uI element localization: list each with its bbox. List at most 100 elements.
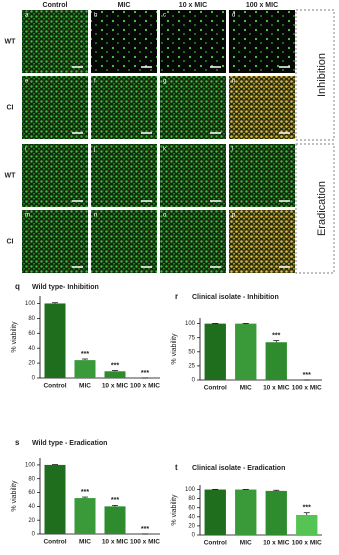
significance: *** [111, 362, 119, 369]
row-label: WT [5, 38, 17, 45]
y-tick-label: 80 [188, 496, 195, 502]
y-tick-label: 75 [188, 335, 195, 341]
y-axis-label: % viability [11, 321, 18, 353]
micrograph [229, 10, 295, 73]
bar [204, 323, 226, 380]
micrograph [229, 144, 295, 207]
x-tick-label: Control [43, 383, 66, 390]
micrograph [229, 76, 295, 139]
panel-letter: p [232, 213, 236, 219]
column-header: 100 x MIC [246, 2, 278, 9]
panel-letter: n [94, 213, 97, 219]
y-axis-label: % viability [171, 494, 178, 526]
y-tick-label: 20 [188, 523, 195, 529]
row-label: CI [7, 104, 14, 111]
y-tick-label: 0 [192, 533, 196, 539]
column-header: 10 x MIC [179, 2, 207, 9]
y-tick-label: 40 [28, 346, 35, 352]
chart-title: Clinical isolate - Inhibition [192, 294, 279, 301]
bar [44, 303, 66, 378]
x-tick-label: 10 x MIC [263, 385, 290, 392]
panel-letter: d [232, 13, 235, 19]
y-tick-label: 60 [28, 490, 35, 496]
y-tick-label: 25 [188, 363, 195, 369]
panel-letter: c [163, 13, 166, 19]
group-label: Eradication [316, 181, 328, 236]
panel-letter: g [163, 79, 166, 85]
micrograph [22, 210, 88, 273]
bar [265, 490, 287, 535]
chart-title: Clinical isolate - Eradication [192, 465, 285, 472]
bar [74, 498, 96, 534]
bar [104, 371, 126, 378]
y-tick-label: 0 [32, 532, 36, 538]
panel-letter: a [25, 13, 29, 19]
significance: *** [81, 489, 89, 496]
panel-letter: o [163, 213, 167, 219]
panel-letter: k [163, 147, 167, 153]
micrograph [22, 10, 88, 73]
x-tick-label: Control [204, 385, 227, 392]
panel-letter: f [94, 79, 96, 85]
significance: *** [303, 505, 311, 512]
row-label: WT [5, 172, 17, 179]
group-box [295, 143, 335, 274]
row-label: CI [7, 238, 14, 245]
micrograph [22, 144, 88, 207]
y-tick-label: 100 [25, 301, 36, 307]
column-header: Control [43, 2, 68, 9]
significance: *** [141, 526, 149, 533]
x-tick-label: 10 x MIC [102, 539, 129, 546]
x-tick-label: MIC [79, 539, 91, 546]
x-tick-label: 100 x MIC [130, 539, 160, 546]
y-tick-label: 60 [188, 505, 195, 511]
micrograph [160, 144, 226, 207]
y-tick-label: 100 [185, 487, 196, 493]
x-tick-label: 10 x MIC [102, 383, 129, 390]
y-tick-label: 20 [28, 518, 35, 524]
bar [265, 342, 287, 380]
bar [235, 323, 257, 380]
x-tick-label: MIC [240, 540, 252, 547]
y-tick-label: 60 [28, 331, 35, 337]
x-tick-label: 100 x MIC [292, 540, 322, 547]
bar [74, 360, 96, 378]
bar [235, 489, 257, 535]
panel-letter: j [93, 147, 95, 153]
panel-letter: e [25, 79, 29, 85]
x-tick-label: Control [43, 539, 66, 546]
panel-letter: l [232, 147, 233, 153]
x-tick-label: 100 x MIC [292, 385, 322, 392]
column-header: MIC [118, 2, 131, 9]
micrograph [91, 210, 157, 273]
bar [204, 489, 226, 535]
significance: *** [141, 370, 149, 377]
bar [104, 506, 126, 534]
significance: *** [111, 497, 119, 504]
significance: *** [303, 372, 311, 379]
x-tick-label: Control [204, 540, 227, 547]
panel-letter: s [15, 438, 20, 447]
y-tick-label: 40 [188, 514, 195, 520]
panel-letter: h [232, 79, 235, 85]
y-tick-label: 0 [32, 376, 36, 382]
micrograph [22, 76, 88, 139]
panel-letter: r [175, 292, 178, 301]
chart-title: Wild type- Inhibition [32, 284, 99, 291]
micrograph [91, 144, 157, 207]
panel-letter: t [175, 463, 178, 472]
panel-letter: m [25, 213, 30, 219]
y-axis-label: % viability [171, 333, 178, 365]
y-tick-label: 80 [28, 476, 35, 482]
significance: *** [272, 332, 280, 339]
panel-letter: b [94, 13, 98, 19]
panel-letter: q [15, 282, 20, 291]
y-axis-label: % viability [11, 480, 18, 512]
y-tick-label: 80 [28, 316, 35, 322]
x-tick-label: MIC [240, 385, 252, 392]
micrograph [160, 10, 226, 73]
y-tick-label: 20 [28, 361, 35, 367]
bar [296, 515, 318, 535]
panel-letter: i [25, 147, 26, 153]
